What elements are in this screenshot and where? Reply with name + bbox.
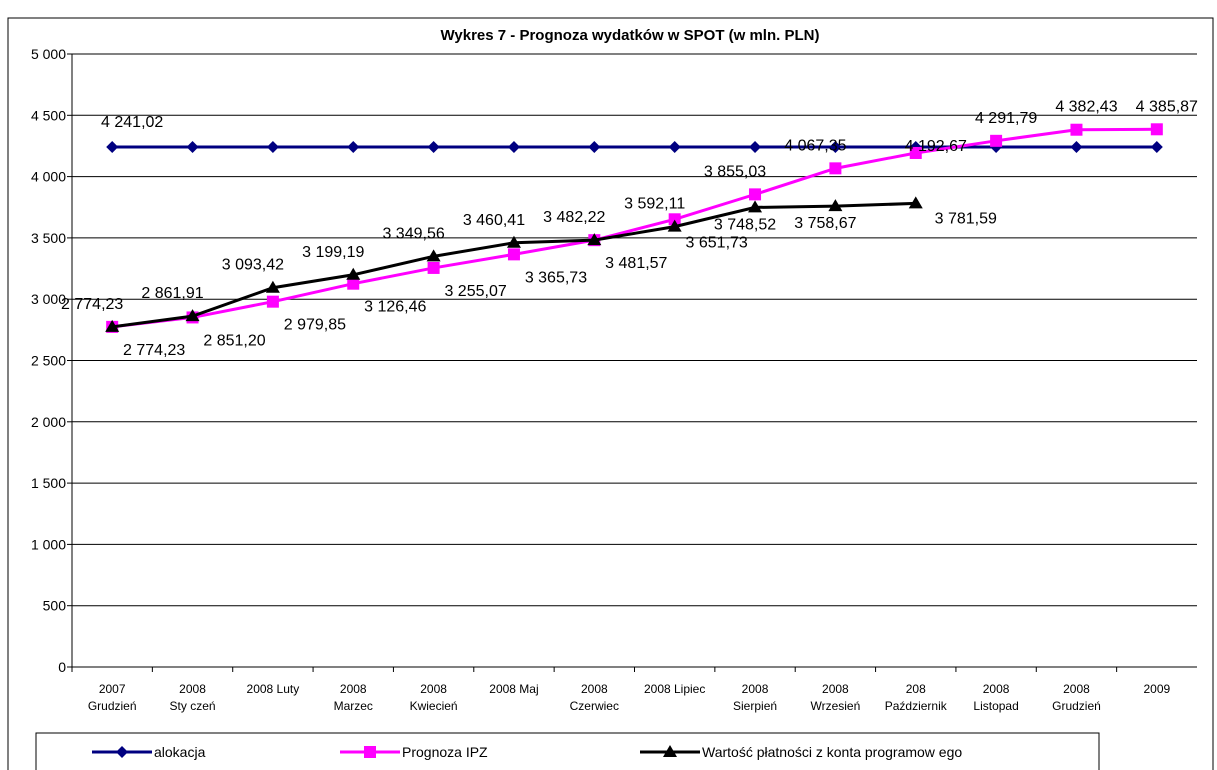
- x-tick-label: 2008 Listopad: [973, 682, 1018, 713]
- y-tick-label: 4 500: [31, 107, 66, 123]
- marker: [347, 277, 360, 290]
- y-tick-label: 2 500: [31, 353, 66, 369]
- value-label: 4 291,79: [975, 110, 1037, 127]
- x-tick-label: 2008 Wrzesień: [810, 682, 860, 713]
- series-line: [112, 127, 1157, 329]
- value-label: 3 781,59: [935, 210, 997, 227]
- value-label: 3 758,67: [794, 215, 856, 232]
- marker: [668, 213, 681, 226]
- marker: [748, 200, 763, 213]
- marker: [346, 267, 361, 280]
- value-label: 2 851,20: [203, 332, 265, 349]
- x-tick-label: 2008 Grudzień: [1052, 682, 1101, 713]
- marker: [1070, 141, 1083, 154]
- chart-frame: [7, 17, 1214, 770]
- y-tick-label: 3 000: [31, 291, 66, 307]
- marker: [507, 141, 520, 154]
- y-tick-label: 3 500: [31, 230, 66, 246]
- value-label: 2 979,85: [284, 317, 346, 334]
- value-label: 3 748,52: [714, 216, 776, 233]
- marker: [426, 249, 441, 262]
- marker: [588, 141, 601, 154]
- value-label: 2 774,23: [61, 296, 123, 313]
- marker: [427, 141, 440, 154]
- value-label: 3 365,73: [525, 269, 587, 286]
- marker: [829, 162, 842, 175]
- legend-box: [35, 732, 1100, 770]
- y-tick-label: 1 000: [31, 536, 66, 552]
- x-tick-label: 2008 Luty: [247, 682, 300, 696]
- marker: [1150, 141, 1163, 154]
- value-label: 3 199,19: [302, 244, 364, 261]
- marker: [829, 141, 842, 154]
- value-label: 3 481,57: [605, 255, 667, 272]
- marker: [1070, 123, 1083, 136]
- y-tick-label: 4 000: [31, 169, 66, 185]
- legend-label: Wartość płatności z konta programow ego: [702, 744, 962, 760]
- x-tick-label: 2008 Sty czeń: [170, 682, 216, 713]
- value-label: 3 855,03: [704, 163, 766, 180]
- y-tick-label: 2 000: [31, 414, 66, 430]
- x-tick-label: 2008 Marzec: [334, 682, 373, 713]
- y-tick-label: 1 500: [31, 475, 66, 491]
- value-label: 4 385,87: [1136, 98, 1198, 115]
- marker: [749, 188, 762, 201]
- marker: [427, 261, 440, 274]
- marker: [507, 248, 520, 261]
- value-label: 3 093,42: [222, 257, 284, 274]
- marker: [990, 134, 1003, 147]
- x-tick-label: 2008 Kwiecień: [410, 682, 458, 713]
- legend-label: alokacja: [154, 744, 206, 760]
- x-tick-label: 2007 Grudzień: [88, 682, 137, 713]
- marker: [347, 141, 360, 154]
- marker: [186, 141, 199, 154]
- marker: [663, 745, 677, 757]
- value-label: 4 382,43: [1055, 99, 1117, 116]
- chart-title: Wykres 7 - Prognoza wydatków w SPOT (w m…: [441, 27, 820, 44]
- value-label: 3 349,56: [382, 225, 444, 242]
- marker: [266, 141, 279, 154]
- marker: [266, 295, 279, 308]
- marker: [364, 746, 376, 758]
- marker: [265, 280, 280, 293]
- x-tick-label: 2008 Maj: [489, 682, 538, 696]
- value-label: 3 651,73: [686, 234, 748, 251]
- marker: [667, 219, 682, 232]
- y-tick-label: 500: [43, 598, 67, 614]
- value-label: 4 192,67: [905, 138, 967, 155]
- value-label: 4 241,02: [101, 114, 163, 131]
- value-label: 3 482,22: [543, 209, 605, 226]
- marker: [908, 196, 923, 209]
- marker: [506, 235, 521, 248]
- marker: [116, 746, 128, 758]
- value-label: 3 460,41: [463, 212, 525, 229]
- marker: [909, 146, 922, 159]
- x-tick-label: 2008 Sierpień: [733, 682, 777, 713]
- value-label: 3 592,11: [624, 196, 685, 213]
- marker: [185, 309, 200, 322]
- marker: [668, 141, 681, 154]
- legend-label: Prognoza IPZ: [402, 744, 488, 760]
- x-tick-label: 2008 Czerwiec: [570, 682, 619, 713]
- value-label: 2 861,91: [141, 285, 203, 302]
- marker: [105, 319, 120, 332]
- x-tick-label: 208 Październik: [885, 682, 948, 713]
- x-tick-label: 2009: [1143, 682, 1170, 696]
- marker: [828, 199, 843, 212]
- value-label: 3 255,07: [444, 283, 506, 300]
- x-tick-label: 2008 Lipiec: [644, 682, 705, 696]
- y-tick-label: 5 000: [31, 46, 66, 62]
- marker: [106, 141, 119, 154]
- marker: [1150, 123, 1163, 136]
- value-label: 3 126,46: [364, 299, 426, 316]
- value-label: 4 067,35: [784, 137, 846, 154]
- marker: [749, 141, 762, 154]
- y-tick-label: 0: [58, 659, 66, 675]
- marker: [587, 233, 602, 246]
- value-label: 2 774,23: [123, 342, 185, 359]
